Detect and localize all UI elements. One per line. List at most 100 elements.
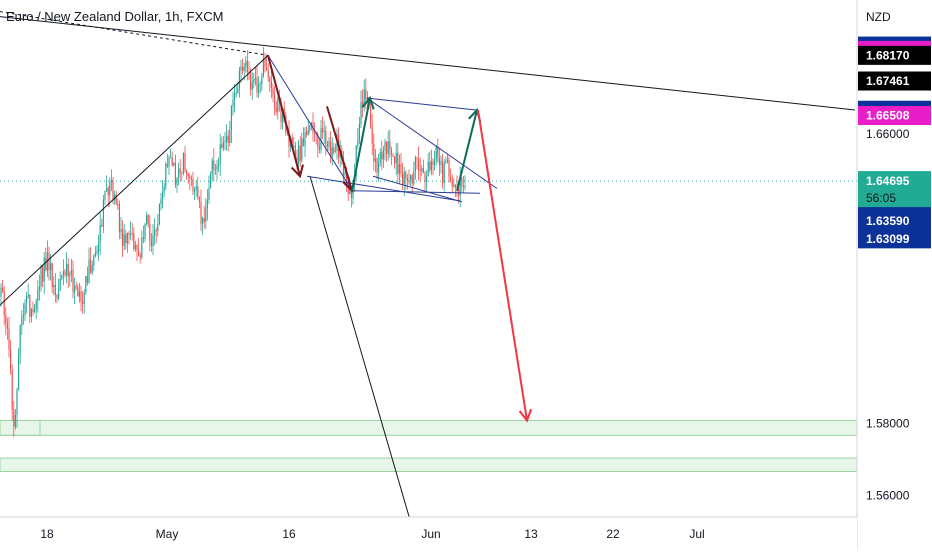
- candle-body: [397, 152, 399, 174]
- candle-body: [378, 163, 380, 173]
- candle-body: [82, 301, 84, 304]
- price-tick: 1.56000: [866, 489, 910, 503]
- candle-body: [262, 59, 264, 77]
- candle-body: [323, 130, 325, 133]
- candle-body: [462, 186, 464, 188]
- candle-body: [101, 225, 103, 227]
- candle-body: [422, 168, 424, 173]
- candle-body: [91, 265, 93, 273]
- channel-line[interactable]: [372, 175, 463, 203]
- support-zone[interactable]: [0, 419, 858, 436]
- candle-body: [322, 128, 324, 133]
- candle-body: [187, 172, 189, 177]
- candle-body: [411, 175, 413, 184]
- bull-arrow[interactable]: [456, 107, 482, 191]
- target-arrow[interactable]: [477, 109, 533, 423]
- candle-body: [27, 294, 29, 297]
- candle-body: [264, 59, 266, 68]
- candle-body: [443, 163, 445, 184]
- candle-body: [70, 269, 72, 274]
- candle-body: [86, 276, 88, 283]
- price-badge[interactable]: [858, 45, 931, 65]
- candle-body: [358, 124, 360, 141]
- bear-arrow[interactable]: [326, 106, 356, 193]
- channel-line[interactable]: [306, 175, 461, 202]
- candle-body: [13, 409, 15, 427]
- candle-body: [230, 106, 232, 131]
- candle-body: [58, 290, 60, 299]
- price-badge[interactable]: [858, 106, 931, 125]
- candle-body: [398, 164, 400, 174]
- candle-body: [229, 130, 231, 143]
- price-badge-label: 1.63099: [866, 232, 910, 246]
- candle-body: [389, 141, 391, 150]
- candle-body: [152, 235, 154, 247]
- candle-body: [179, 168, 181, 173]
- current-price-badge[interactable]: [858, 171, 931, 208]
- trend-line[interactable]: [0, 16, 856, 111]
- candle-body: [267, 70, 269, 78]
- price-badge[interactable]: [858, 229, 931, 249]
- price-badge-label: 1.63590: [866, 214, 910, 228]
- bull-arrow[interactable]: [351, 95, 375, 191]
- candle-body: [294, 145, 296, 157]
- support-zone[interactable]: [0, 457, 858, 472]
- candle-body: [106, 187, 108, 192]
- candle-body: [112, 180, 114, 201]
- candle-body: [21, 316, 23, 326]
- channel-line[interactable]: [366, 97, 498, 189]
- candle-body: [429, 161, 431, 171]
- candle-body: [56, 295, 58, 299]
- candle-body: [363, 89, 365, 107]
- candle-body: [171, 157, 173, 166]
- candle-body: [283, 108, 285, 116]
- time-axis-panel: [0, 517, 857, 550]
- candle-body: [168, 157, 170, 167]
- candle-body: [50, 263, 52, 271]
- channel-line[interactable]: [267, 55, 353, 191]
- candle-body: [379, 152, 381, 164]
- price-badge[interactable]: [858, 211, 931, 231]
- trend-line[interactable]: [309, 176, 421, 555]
- candle-body: [226, 135, 228, 142]
- candle-body: [245, 60, 247, 67]
- axis-currency: NZD: [866, 10, 891, 24]
- candle-body: [243, 66, 245, 71]
- candle-body: [414, 157, 416, 172]
- channel-line[interactable]: [366, 97, 477, 111]
- candle-body: [419, 170, 421, 172]
- bear-arrow[interactable]: [267, 55, 304, 179]
- candle-body: [195, 186, 197, 190]
- channel-line[interactable]: [351, 190, 481, 194]
- candle-body: [315, 134, 317, 136]
- candle-body: [181, 172, 183, 174]
- candle-body: [435, 146, 437, 161]
- candle-body: [98, 242, 100, 252]
- price-tick: 1.58000: [866, 416, 910, 430]
- candle-body: [99, 225, 101, 243]
- candle-body: [64, 271, 66, 276]
- candle-body: [346, 173, 348, 181]
- candle-body: [238, 70, 240, 89]
- candle-body: [34, 308, 36, 313]
- candle-body: [219, 144, 221, 164]
- candle-body: [384, 141, 386, 151]
- candle-body: [194, 189, 196, 192]
- candle-body: [11, 369, 13, 410]
- candle-body: [251, 82, 253, 90]
- price-badge[interactable]: [858, 71, 931, 91]
- candle-body: [198, 197, 200, 202]
- candle-body: [250, 72, 252, 90]
- candle-body: [242, 66, 244, 71]
- candle-body: [211, 160, 213, 174]
- candle-body: [427, 161, 429, 177]
- candle-body: [26, 296, 28, 303]
- time-tick: 18: [40, 527, 54, 541]
- candle-body: [62, 271, 64, 276]
- candle-body: [390, 149, 392, 155]
- trend-line[interactable]: [0, 54, 269, 306]
- candle-body: [173, 162, 175, 166]
- candle-body: [357, 140, 359, 146]
